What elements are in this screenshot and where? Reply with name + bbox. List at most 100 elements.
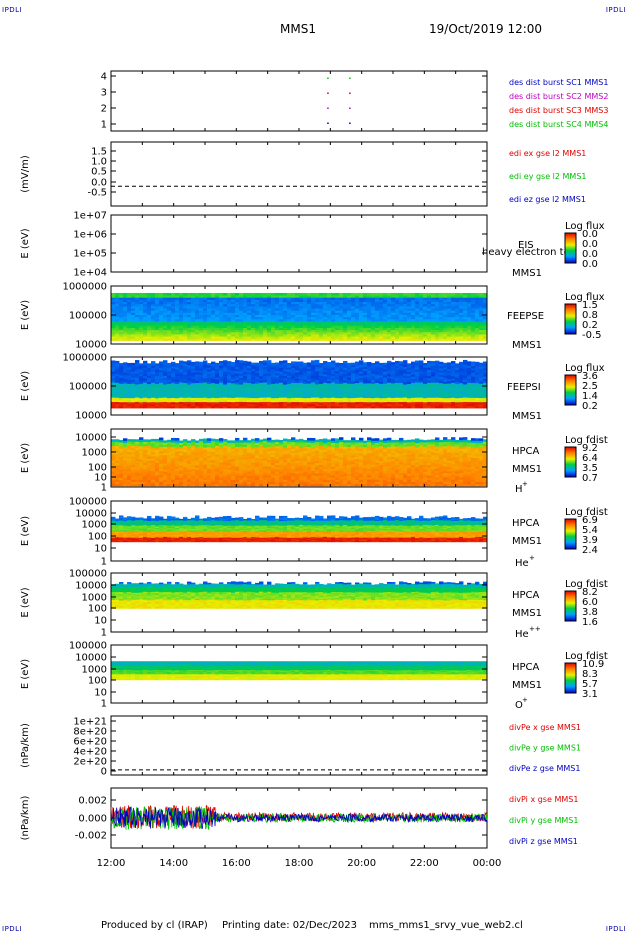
spectrogram-cell [263, 310, 268, 313]
spectrogram-cell [271, 297, 276, 300]
spectrogram-cell [207, 301, 212, 305]
spectrogram-cell [123, 305, 128, 309]
spectrogram-cell [379, 334, 384, 337]
spectrogram-cell [255, 295, 260, 298]
spectrogram-cell [355, 310, 360, 313]
spectrogram-cell [451, 292, 456, 296]
spectrogram-cell [175, 310, 180, 313]
spectrogram-cell [379, 331, 384, 335]
spectrogram-cell [271, 338, 276, 341]
spectrogram-cell [151, 438, 156, 442]
spectrogram-cell [287, 316, 292, 320]
spectrogram-cell [375, 325, 380, 328]
spectrogram-cell [143, 321, 148, 324]
spectrogram-cell [203, 325, 208, 328]
spectrogram-cell [187, 318, 192, 322]
spectrogram-cell [295, 303, 300, 307]
spectrogram-cell [147, 334, 152, 337]
spectrogram-cell [291, 323, 296, 326]
spectrogram-cell [135, 321, 140, 324]
spectrogram-cell [311, 316, 316, 320]
spectrogram-cell [231, 325, 236, 328]
spectrogram-cell [187, 295, 192, 298]
spectrogram-cell [183, 303, 188, 307]
spectrogram-cell [307, 316, 312, 320]
spectrogram-cell [371, 310, 376, 313]
spectrogram-cell [351, 301, 356, 305]
spectrogram-cell [339, 303, 344, 307]
spectrogram-cell [275, 308, 280, 311]
spectrogram-cell [375, 299, 380, 303]
spectrogram-cell [307, 331, 312, 335]
spectrogram-cell [343, 318, 348, 322]
spectrogram-cell [351, 299, 356, 303]
spectrogram-cell [263, 295, 268, 298]
spectrogram-cell [267, 292, 272, 296]
spectrogram-cell [287, 325, 292, 328]
spectrogram-cell [375, 329, 380, 333]
spectrogram-cell [323, 297, 328, 300]
spectrogram-cell [295, 308, 300, 311]
spectrogram-cell [291, 303, 296, 307]
spectrogram-cell [307, 297, 312, 300]
spectrogram-cell [259, 299, 264, 303]
spectrogram-cell [263, 314, 268, 318]
spectrogram-cell [187, 329, 192, 333]
spectrogram-cell [279, 336, 284, 339]
spectrogram-cell [343, 316, 348, 320]
spectrogram-cell [283, 305, 288, 309]
spectrogram-cell [147, 323, 152, 326]
spectrogram-cell [119, 440, 124, 443]
spectrogram-cell [259, 327, 264, 331]
spectrogram-cell [443, 362, 448, 366]
spectrogram-cell [159, 312, 164, 315]
spectrogram-cell [283, 336, 288, 339]
spectrogram-cell [179, 308, 184, 311]
spectrogram-cell [211, 327, 216, 331]
spectrogram-cell [323, 305, 328, 309]
spectrogram-cell [339, 299, 344, 303]
spectrogram-cell [271, 331, 276, 335]
spectrogram-cell [231, 301, 236, 305]
spectrogram-cell [135, 297, 140, 300]
spectrogram-cell [179, 316, 184, 320]
spectrogram-cell [263, 321, 268, 324]
spectrogram-cell [271, 321, 276, 324]
y-axis-label: (mV/m) [20, 155, 31, 193]
spectrogram-cell [419, 360, 424, 364]
spectrogram-cell [179, 334, 184, 337]
spectrogram-cell [363, 321, 368, 324]
spectrogram-cell [147, 308, 152, 311]
y-tick-label: 2 [101, 104, 107, 115]
spectrogram-cell [187, 301, 192, 305]
spectrogram-cell [287, 301, 292, 305]
spectrogram-cell [259, 325, 264, 328]
spectrogram-cell [339, 362, 344, 366]
spectrogram-cell [311, 338, 316, 341]
spectrogram-cell [379, 295, 384, 298]
spectrogram-cell [111, 338, 116, 341]
spectrogram-cell [275, 318, 280, 322]
spectrogram-cell [395, 292, 400, 296]
spectrogram-cell [243, 299, 248, 303]
spectrogram-cell [175, 323, 180, 326]
spectrogram-cell [207, 292, 212, 296]
spectrogram-cell [171, 318, 176, 322]
spectrogram-cell [219, 314, 224, 318]
spectrogram-cell [243, 360, 248, 364]
spectrogram-cell [219, 327, 224, 331]
spectrogram-cell [359, 310, 364, 313]
spectrogram-cell [307, 303, 312, 307]
spectrogram-cell [339, 321, 344, 324]
spectrogram-cell [247, 327, 252, 331]
spectrogram-cell [479, 362, 484, 366]
spectrogram-cell [355, 314, 360, 318]
spectrogram-cell [415, 360, 420, 364]
spectrogram-cell [127, 299, 132, 303]
spectrogram-cell [311, 329, 316, 333]
spectrogram-cell [311, 312, 316, 315]
spectrogram-cell [351, 310, 356, 313]
spectrogram-cell [167, 303, 172, 307]
spectrogram-cell [319, 325, 324, 328]
spectrogram-cell [235, 295, 240, 298]
